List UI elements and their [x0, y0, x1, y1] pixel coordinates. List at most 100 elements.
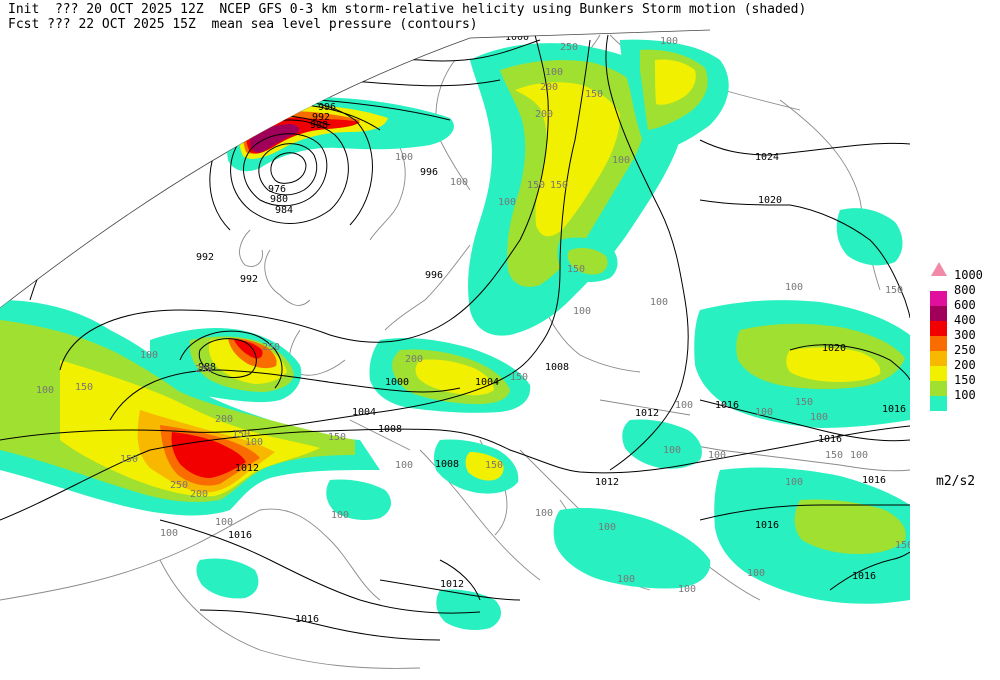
legend-label: 800: [954, 283, 976, 297]
legend-swatch: [930, 396, 947, 411]
legend-row: 1000: [930, 268, 1000, 291]
legend-swatch: [930, 351, 947, 366]
legend-label: 300: [954, 328, 976, 342]
legend-row: 600: [930, 298, 1000, 321]
isobar-label: 992: [196, 252, 214, 263]
isobar-label: 996: [425, 270, 443, 281]
helicity-label: 100: [678, 584, 696, 595]
helicity-label: 200: [540, 82, 558, 93]
helicity-label: 100: [660, 36, 678, 47]
helicity-label: 200: [405, 354, 423, 365]
isobar-label: 996: [420, 167, 438, 178]
helicity-label: 100: [160, 528, 178, 539]
helicity-label: 150: [825, 450, 843, 461]
isobar-label: 1008: [378, 424, 402, 435]
helicity-label: 150: [550, 180, 568, 191]
helicity-labels: 100 150 200 250 200 150 100 150 100 100 …: [36, 36, 913, 595]
isobar-label: 1024: [755, 152, 779, 163]
forecast-time-header: Fcst ??? 22 OCT 2025 15Z mean sea level …: [8, 17, 478, 32]
helicity-label: 100: [755, 407, 773, 418]
legend-label: 250: [954, 343, 976, 357]
helicity-label: 200: [535, 109, 553, 120]
helicity-label: 150: [567, 264, 585, 275]
helicity-label: 100: [395, 460, 413, 471]
helicity-label: 150: [885, 285, 903, 296]
helicity-label: 150: [895, 540, 913, 551]
helicity-label: 150: [585, 89, 603, 100]
legend-row: 300: [930, 328, 1000, 351]
isobar-label: 1016: [755, 520, 779, 531]
helicity-label: 150: [527, 180, 545, 191]
helicity-label: 150: [232, 429, 250, 440]
helicity-label: 100: [650, 297, 668, 308]
helicity-label: 150: [795, 397, 813, 408]
init-time-header: Init ??? 20 OCT 2025 12Z NCEP GFS 0-3 km…: [8, 2, 807, 17]
isobar-label: 984: [275, 205, 293, 216]
helicity-label: 100: [612, 155, 630, 166]
isobar-label: 1008: [435, 459, 459, 470]
isobar-label: 976: [268, 184, 286, 195]
legend-swatch: [930, 381, 947, 396]
isobar-label: 1012: [235, 463, 259, 474]
isobar-label: 996: [318, 102, 336, 113]
isobar-label: 992: [312, 112, 330, 123]
legend-swatch: [930, 336, 947, 351]
isobar-label: 1016: [862, 475, 886, 486]
helicity-label: 100: [708, 450, 726, 461]
helicity-label: 100: [450, 177, 468, 188]
helicity-label: 100: [573, 306, 591, 317]
isobar-label: 1000: [385, 377, 409, 388]
isobar-label: 1004: [215, 98, 239, 109]
isobar-label: 1012: [238, 70, 262, 81]
legend-label: 600: [954, 298, 976, 312]
isobar-label: 1016: [715, 400, 739, 411]
isobar-label: 1020: [758, 195, 782, 206]
helicity-label: 150: [75, 382, 93, 393]
helicity-label: 100: [545, 67, 563, 78]
helicity-label: 100: [663, 445, 681, 456]
legend-label: 200: [954, 358, 976, 372]
isobar-label: 1012: [595, 477, 619, 488]
helicity-label: 100: [215, 517, 233, 528]
isobar-label: 992: [240, 274, 258, 285]
legend-arrow-icon: [931, 262, 947, 276]
isobar-label: 1012: [440, 579, 464, 590]
legend-label: 150: [954, 373, 976, 387]
units-label: m2/s2: [936, 474, 976, 489]
helicity-label: 250: [560, 42, 578, 53]
legend-swatch: [930, 321, 947, 336]
helicity-label: 100: [747, 568, 765, 579]
helicity-label: 100: [785, 477, 803, 488]
legend-swatch: [930, 276, 947, 291]
helicity-label: 100: [331, 510, 349, 521]
legend-row: 250: [930, 343, 1000, 366]
helicity-label: 100: [535, 508, 553, 519]
legend-row: 800: [930, 283, 1000, 306]
helicity-label: 150: [485, 460, 503, 471]
legend-row: 400: [930, 313, 1000, 336]
helicity-label: 200: [215, 414, 233, 425]
isobar-label: 1004: [352, 407, 376, 418]
helicity-label: 200: [190, 489, 208, 500]
legend-row: 150: [930, 373, 1000, 396]
helicity-label: 100: [598, 522, 616, 533]
helicity-label: 100: [395, 152, 413, 163]
isobar-label: 1016: [882, 404, 906, 415]
legend-label: 1000: [954, 268, 983, 282]
isobar-label: 1016: [295, 614, 319, 625]
legend-swatch: [930, 291, 947, 306]
helicity-label: 100: [498, 197, 516, 208]
helicity-label: 100: [36, 385, 54, 396]
isobar-label: 988: [310, 120, 328, 131]
helicity-label: 200: [195, 364, 213, 375]
helicity-label: 100: [810, 412, 828, 423]
legend-swatch: [930, 366, 947, 381]
helicity-label: 150: [328, 432, 346, 443]
isobar-label: 1016: [228, 530, 252, 541]
isobar-label: 988: [198, 362, 216, 373]
helicity-label: 250: [170, 480, 188, 491]
isobar-label: 980: [270, 194, 288, 205]
isobar-label: 1016: [818, 434, 842, 445]
helicity-shading: [0, 39, 910, 630]
